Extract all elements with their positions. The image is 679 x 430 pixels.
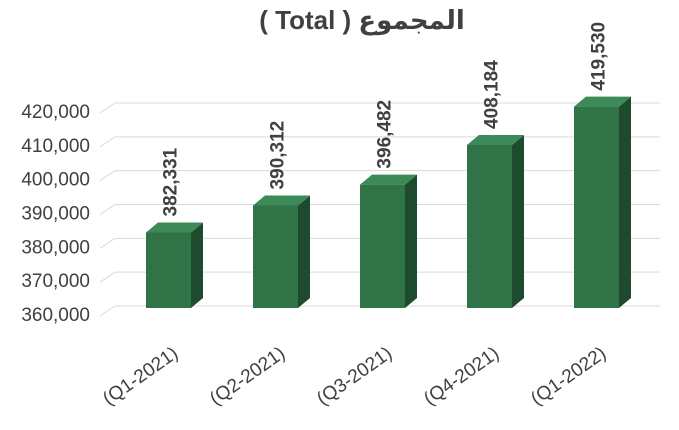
- x-tick-label: (Q3-2021): [313, 343, 396, 410]
- x-tick-label: (Q2-2021): [206, 343, 289, 410]
- bar-face: [253, 195, 310, 206]
- x-tick-label: (Q1-2022): [527, 343, 610, 410]
- y-tick-label: 390,000: [21, 204, 90, 225]
- value-label: 382,331: [161, 147, 182, 216]
- value-label: 390,312: [268, 121, 289, 190]
- bar-face: [467, 144, 512, 308]
- bar-face: [360, 174, 417, 185]
- bar: [467, 134, 524, 308]
- y-tick-label: 410,000: [21, 136, 90, 157]
- bar: [253, 195, 310, 308]
- x-tick-label: (Q1-2021): [99, 343, 182, 410]
- value-label: 408,184: [482, 60, 503, 129]
- y-tick-label: 380,000: [21, 237, 90, 258]
- bar-face: [574, 96, 631, 107]
- bar-face: [360, 184, 405, 308]
- y-tick-label: 370,000: [21, 271, 90, 292]
- bar-face: [191, 222, 203, 308]
- bar-face: [512, 134, 524, 308]
- y-tick-label: 400,000: [21, 170, 90, 191]
- bar: [574, 96, 631, 308]
- chart-title: ( Total ) المجموع: [259, 5, 465, 36]
- bar-face: [253, 205, 298, 308]
- bar-face: [619, 96, 631, 308]
- y-tick-label: 420,000: [21, 102, 90, 123]
- x-tick-label: (Q4-2021): [420, 343, 503, 410]
- value-label: 396,482: [375, 100, 396, 169]
- bar-face: [467, 134, 524, 145]
- bar: [360, 174, 417, 308]
- grid-line: [99, 102, 660, 114]
- bar-face: [574, 106, 619, 308]
- bar: [146, 222, 203, 308]
- value-label: 419,530: [589, 22, 610, 91]
- bar-face: [405, 174, 417, 308]
- y-tick-label: 360,000: [21, 305, 90, 326]
- bar-face: [298, 195, 310, 308]
- bar-face: [146, 232, 191, 308]
- bar-face: [146, 222, 203, 233]
